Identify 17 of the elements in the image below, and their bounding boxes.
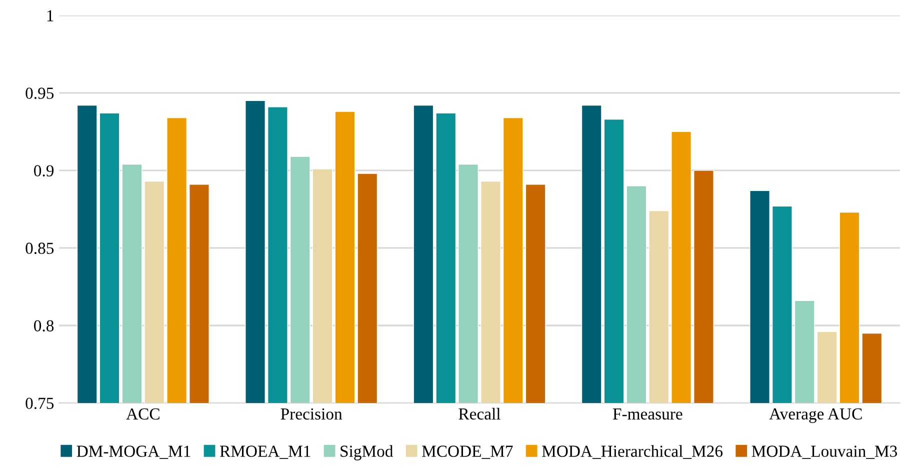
x-tick-label: Precision [280, 408, 342, 420]
legend-label: SigMod [340, 445, 394, 460]
y-tick-label: 1 [47, 10, 54, 22]
legend-label: DM-MOGA_M1 [76, 446, 190, 459]
legend-label: MODA_Louvain_M3 [752, 446, 897, 459]
legend-label: MCODE_M7 [422, 446, 513, 459]
x-tick-label: ACC [126, 408, 160, 420]
y-tick-label: 0.85 [26, 242, 54, 254]
y-tick-label: 0.8 [34, 320, 54, 332]
x-tick-label: Recall [458, 408, 500, 420]
y-tick-label: 0.9 [34, 165, 54, 176]
y-tick-label: 0.75 [26, 398, 54, 410]
x-tick-label: F-measure [612, 408, 682, 420]
x-tick-label: Average AUC [769, 408, 862, 423]
legend-label: MODA_Hierarchical_M26 [542, 445, 723, 459]
legend-label: RMOEA_M1 [220, 446, 310, 459]
y-tick-label: 0.95 [26, 88, 54, 99]
